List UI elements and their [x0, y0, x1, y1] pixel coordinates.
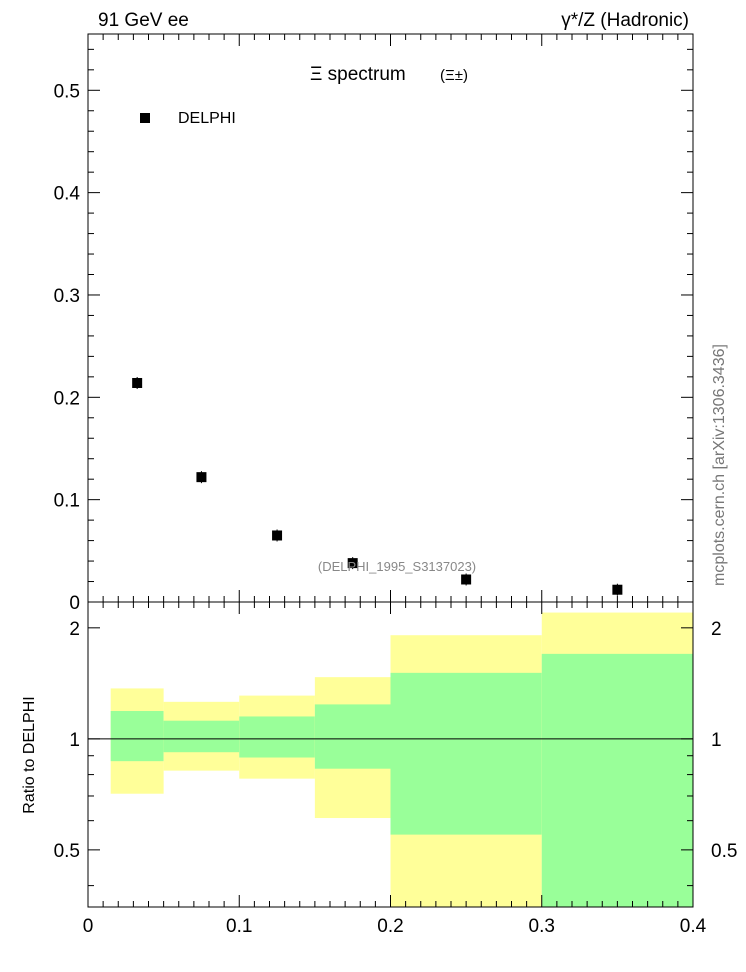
ratio-panel: 0.5 0.5 1 1 2 2 0 0.1 0.2 0.3 0.4 Ratio to DELPHI — [21, 601, 737, 937]
x-tick-label: 0.3 — [529, 916, 555, 937]
x-tick-label: 0.1 — [226, 916, 252, 937]
ratio-inner-band — [110, 710, 164, 762]
ratio-inner-band — [163, 720, 240, 753]
data-point — [196, 472, 207, 483]
ratio-bands — [110, 612, 693, 907]
ratio-inner-band — [314, 704, 391, 769]
x-tick-label: 0 — [83, 916, 94, 937]
main-y-ticks: 0 0.1 0.2 0.3 0.4 0.5 — [54, 48, 693, 614]
legend-label: DELPHI — [178, 110, 236, 127]
ratio-inner-band — [390, 672, 542, 835]
data-point — [347, 558, 358, 569]
ratio-inner-band — [541, 653, 693, 907]
analysis-watermark: (DELPHI_1995_S3137023) — [318, 559, 476, 574]
y-tick-label: 0.3 — [54, 286, 80, 307]
ratio-y-tick-label-right: 0.5 — [711, 841, 737, 862]
ratio-y-tick-label-right: 1 — [711, 730, 722, 751]
chart-title-sub: (Ξ±) — [440, 67, 468, 84]
chart-title: Ξ spectrum — [310, 64, 406, 85]
y-tick-label: 0.5 — [54, 81, 80, 102]
x-tick-label: 0.4 — [680, 916, 707, 937]
ratio-inner-band — [239, 716, 315, 758]
data-point — [132, 377, 143, 388]
data-point — [612, 584, 623, 595]
y-tick-label: 0.1 — [54, 491, 80, 512]
ratio-y-axis-label: Ratio to DELPHI — [21, 696, 38, 813]
header-left-title: 91 GeV ee — [98, 10, 189, 31]
data-point — [461, 574, 472, 585]
legend-marker — [140, 113, 150, 123]
y-tick-label: 0 — [69, 593, 80, 614]
ratio-y-tick-label-right: 2 — [711, 619, 722, 640]
ratio-y-tick-label: 0.5 — [54, 841, 80, 862]
data-point — [272, 530, 283, 541]
header-right-title: γ*/Z (Hadronic) — [561, 10, 689, 31]
main-data-points — [132, 376, 623, 596]
main-x-ticks — [87, 34, 694, 602]
main-panel: 00.10.20.30.40.5 Ξ spectrum (Ξ±) DELPHI … — [54, 33, 694, 614]
x-tick-label: 0.2 — [377, 916, 403, 937]
y-tick-label: 0.4 — [54, 184, 81, 205]
ratio-y-tick-label: 1 — [69, 730, 80, 751]
side-citation-label: mcplots.cern.ch [arXiv:1306.3436] — [711, 344, 728, 586]
ratio-y-ticks: 0.5 0.5 1 1 2 2 — [54, 619, 737, 887]
y-tick-label: 0.2 — [54, 388, 80, 409]
ratio-x-ticks: 0 0.1 0.2 0.3 0.4 — [83, 602, 707, 937]
ratio-y-tick-label: 2 — [69, 619, 80, 640]
